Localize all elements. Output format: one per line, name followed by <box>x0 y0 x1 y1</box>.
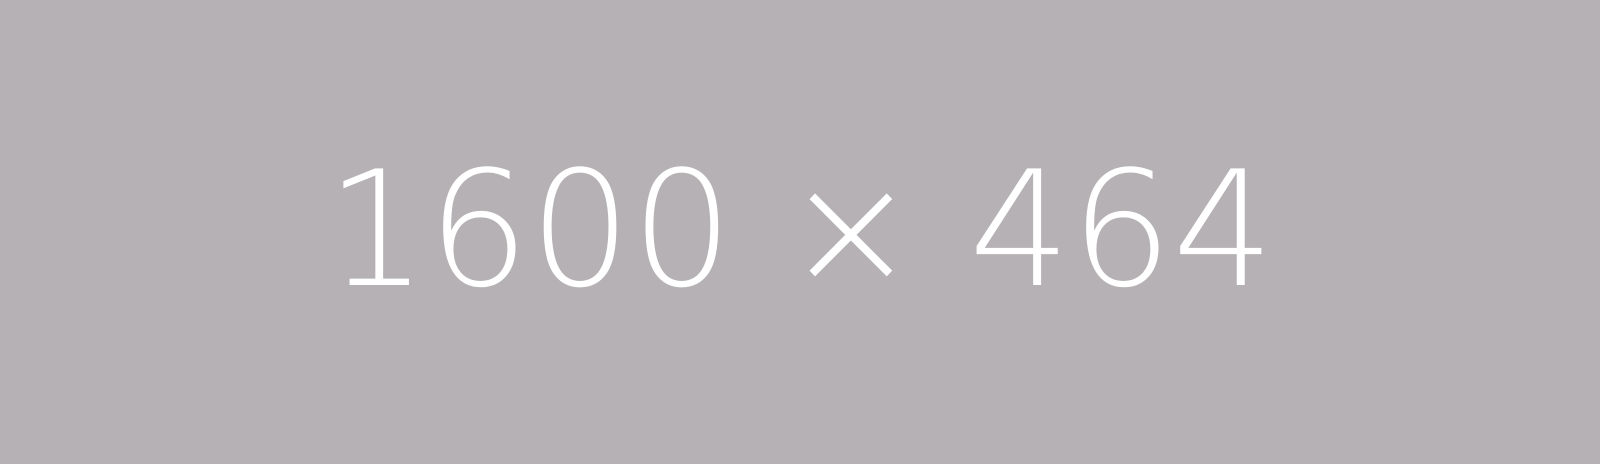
dimensions-label: 1600 × 464 <box>325 136 1275 323</box>
